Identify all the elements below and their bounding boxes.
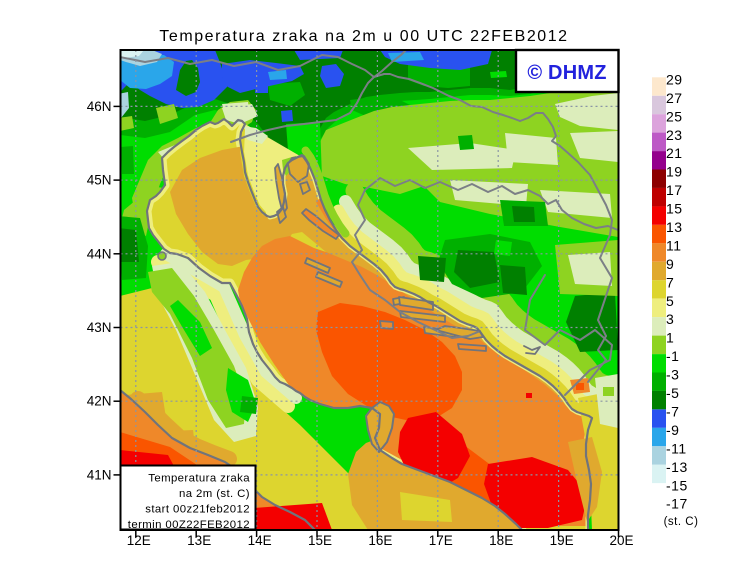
svg-text:21: 21 bbox=[666, 145, 683, 161]
svg-text:12E: 12E bbox=[127, 533, 151, 548]
svg-text:16E: 16E bbox=[368, 533, 392, 548]
svg-text:42N: 42N bbox=[87, 394, 112, 409]
svg-text:46N: 46N bbox=[87, 99, 112, 114]
svg-text:-9: -9 bbox=[666, 422, 679, 438]
svg-text:25: 25 bbox=[666, 108, 683, 124]
svg-text:-7: -7 bbox=[666, 404, 679, 420]
svg-text:-1: -1 bbox=[666, 348, 679, 364]
svg-text:7: 7 bbox=[666, 274, 674, 290]
svg-text:13: 13 bbox=[666, 219, 683, 235]
svg-text:1: 1 bbox=[666, 330, 674, 346]
svg-text:11: 11 bbox=[666, 237, 682, 253]
svg-text:15E: 15E bbox=[308, 533, 332, 548]
svg-text:41N: 41N bbox=[87, 467, 112, 482]
svg-text:start 00z21feb2012: start 00z21feb2012 bbox=[145, 504, 250, 516]
svg-text:43N: 43N bbox=[87, 320, 112, 335]
svg-text:Temperatura zraka na 2m u 00 U: Temperatura zraka na 2m u 00 UTC 22FEB20… bbox=[159, 28, 568, 45]
svg-text:17: 17 bbox=[666, 182, 683, 198]
svg-text:-5: -5 bbox=[666, 385, 679, 401]
svg-text:Temperatura zraka: Temperatura zraka bbox=[148, 473, 250, 485]
svg-text:-13: -13 bbox=[666, 459, 688, 475]
svg-text:15: 15 bbox=[666, 201, 683, 217]
svg-text:© DHMZ: © DHMZ bbox=[527, 62, 606, 84]
svg-text:-11: -11 bbox=[666, 440, 687, 456]
svg-text:29: 29 bbox=[666, 71, 683, 87]
svg-text:na 2m (st. C): na 2m (st. C) bbox=[179, 488, 250, 500]
svg-text:17E: 17E bbox=[429, 533, 453, 548]
svg-text:18E: 18E bbox=[489, 533, 513, 548]
svg-text:44N: 44N bbox=[87, 246, 112, 261]
svg-text:-3: -3 bbox=[666, 367, 679, 383]
svg-text:-17: -17 bbox=[666, 496, 688, 512]
svg-text:13E: 13E bbox=[187, 533, 211, 548]
svg-text:termin 00Z22FEB2012: termin 00Z22FEB2012 bbox=[128, 519, 250, 531]
svg-text:45N: 45N bbox=[87, 173, 112, 188]
svg-text:20E: 20E bbox=[609, 533, 633, 548]
svg-text:5: 5 bbox=[666, 293, 674, 309]
svg-text:3: 3 bbox=[666, 311, 674, 327]
svg-text:-15: -15 bbox=[666, 477, 688, 493]
svg-text:27: 27 bbox=[666, 90, 683, 106]
svg-text:19: 19 bbox=[666, 164, 683, 180]
svg-text:19E: 19E bbox=[550, 533, 574, 548]
svg-text:14E: 14E bbox=[248, 533, 272, 548]
svg-text:23: 23 bbox=[666, 127, 683, 143]
svg-text:9: 9 bbox=[666, 256, 674, 272]
svg-text:(st. C): (st. C) bbox=[664, 516, 699, 528]
